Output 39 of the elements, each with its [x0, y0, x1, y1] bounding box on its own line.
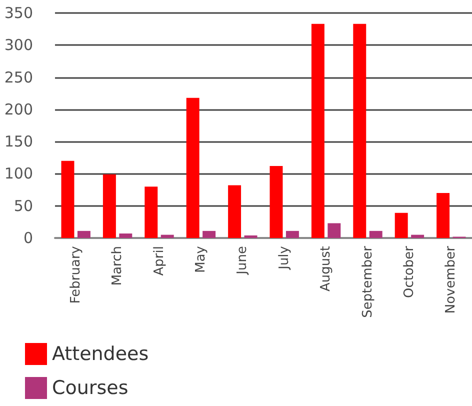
y-tick-label: 0 [23, 229, 33, 247]
bar [202, 230, 216, 238]
bar [353, 24, 366, 238]
x-tick-label: February [68, 246, 84, 304]
bar [77, 230, 90, 238]
bar [311, 24, 324, 238]
x-tick-label: April [152, 246, 167, 276]
y-tick-label: 200 [4, 100, 33, 118]
bar [119, 234, 132, 238]
x-tick-label: October [402, 245, 417, 298]
legend-label: Attendees [52, 343, 149, 365]
bar [186, 98, 200, 238]
bar [270, 166, 283, 238]
legend-label: Courses [52, 377, 128, 399]
bar [102, 174, 116, 238]
x-tick-label: September [360, 245, 376, 318]
x-tick-label: June [235, 246, 250, 276]
x-tick-label: August [318, 246, 334, 292]
bar [394, 212, 408, 238]
y-tick-label: 150 [4, 132, 33, 151]
bar [228, 185, 242, 238]
x-tick-label: July [276, 246, 292, 270]
y-tick-label: 50 [14, 196, 33, 215]
bar [411, 234, 424, 238]
bar [328, 223, 341, 238]
bar [286, 230, 299, 238]
x-tick-label: May [193, 246, 208, 273]
bar [61, 160, 74, 238]
y-tick-label: 300 [4, 36, 33, 54]
x-tick-label: November [444, 245, 459, 314]
x-tick-label: March [110, 246, 126, 286]
bar [369, 230, 382, 238]
bar [436, 193, 450, 238]
y-tick-label: 250 [4, 68, 33, 86]
bar [244, 235, 258, 238]
bar [144, 186, 158, 238]
bar [160, 234, 174, 238]
y-tick-label: 100 [4, 164, 33, 183]
y-tick-label: 350 [4, 4, 33, 22]
